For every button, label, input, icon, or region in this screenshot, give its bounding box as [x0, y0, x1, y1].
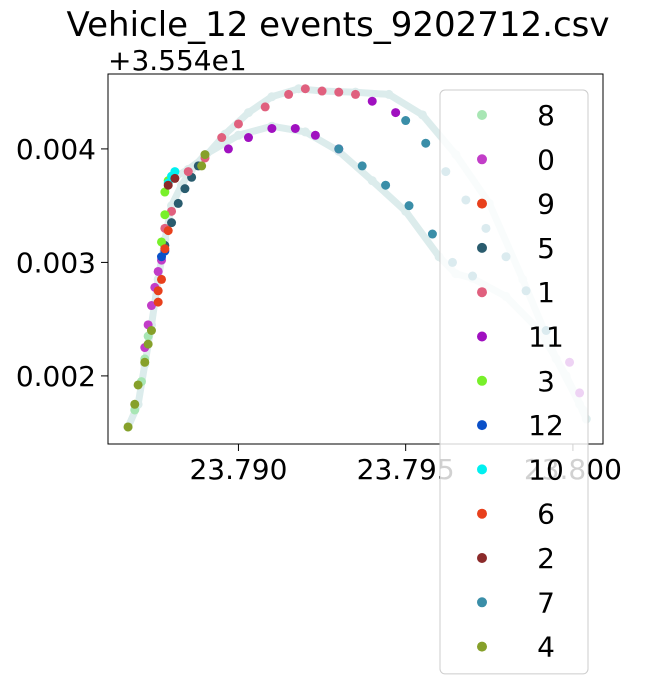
data-point-series-4: [143, 339, 153, 349]
data-point-series-10: [170, 167, 180, 177]
data-point-series-1: [284, 89, 294, 99]
legend-label-2: 2: [537, 542, 555, 575]
data-point-series-2: [163, 180, 173, 190]
data-point-series-4: [123, 422, 133, 432]
track-point: [267, 92, 277, 102]
data-point-series-1: [260, 102, 270, 112]
data-point-series-11: [267, 123, 277, 133]
data-point-series-4: [200, 150, 210, 160]
y-tick-label: 0.003: [16, 246, 96, 279]
data-point-series-11: [391, 108, 401, 118]
data-point-series-1: [317, 86, 327, 96]
track-point: [384, 89, 394, 99]
data-point-series-4: [146, 326, 156, 336]
legend-label-11: 11: [528, 321, 564, 354]
data-point-series-11: [243, 133, 253, 143]
data-point-series-1: [217, 133, 227, 143]
data-point-series-7: [404, 201, 414, 211]
data-point-series-7: [357, 161, 367, 171]
legend-label-0: 0: [537, 143, 555, 176]
legend-marker-4: [477, 641, 487, 652]
legend-label-6: 6: [537, 498, 555, 531]
data-point-series-7: [401, 116, 411, 126]
data-point-series-5: [180, 184, 190, 194]
data-point-series-0: [153, 266, 163, 276]
data-point-series-1: [351, 89, 360, 99]
legend-label-8: 8: [537, 99, 555, 132]
legend-marker-0: [477, 154, 487, 165]
track-point: [233, 130, 243, 140]
track-point: [294, 84, 304, 94]
y-tick-label: 0.004: [16, 133, 96, 166]
legend-label-3: 3: [537, 365, 555, 398]
legend-marker-2: [477, 553, 487, 563]
data-point-series-6: [160, 244, 170, 254]
track-point: [417, 110, 427, 120]
legend-label-1: 1: [537, 276, 555, 309]
chart-title: Vehicle_12 events_9202712.csv: [67, 5, 610, 45]
data-point-series-3: [157, 237, 167, 247]
legend-marker-6: [477, 508, 487, 519]
data-point-series-4: [133, 380, 143, 390]
data-point-series-1: [233, 119, 243, 129]
axes-frame: [107, 73, 604, 445]
data-point-series-3: [160, 187, 170, 197]
data-point-series-1: [167, 206, 177, 216]
legend-marker-10: [477, 464, 487, 475]
data-point-series-5: [173, 198, 183, 208]
data-point-series-7: [334, 144, 344, 154]
data-point-series-11: [223, 144, 233, 154]
legend-label-4: 4: [537, 631, 555, 664]
data-point-series-11: [367, 96, 377, 106]
legend-label-12: 12: [528, 409, 564, 442]
data-point-series-7: [381, 180, 391, 190]
data-point-series-4: [197, 161, 207, 171]
legend-label-5: 5: [537, 232, 555, 265]
data-point-series-11: [310, 130, 320, 140]
legend-marker-11: [477, 331, 487, 342]
legend-marker-3: [477, 375, 487, 386]
track-point: [243, 108, 253, 118]
data-point-series-0: [146, 301, 156, 311]
data-point-series-5: [167, 218, 177, 228]
data-point-series-4: [130, 399, 140, 409]
data-point-series-3: [160, 210, 170, 220]
legend-label-9: 9: [537, 188, 555, 221]
legend-label-10: 10: [528, 453, 564, 486]
data-point-series-6: [163, 226, 173, 236]
y-offset-label: +3.554e1: [108, 44, 247, 77]
data-point-series-2: [170, 173, 180, 183]
data-point-series-11: [290, 123, 300, 133]
legend-marker-8: [477, 110, 487, 120]
legend-box: [439, 89, 589, 675]
legend-marker-9: [477, 198, 487, 209]
y-tick-label: 0.002: [16, 360, 96, 393]
legend-marker-1: [477, 287, 487, 298]
track-point: [300, 127, 310, 137]
legend-label-7: 7: [537, 586, 555, 619]
x-tick-label: 23.795: [357, 453, 455, 486]
data-point-series-7: [427, 229, 437, 239]
data-point-series-1: [183, 167, 193, 177]
data-point-series-9: [153, 286, 163, 296]
legend-marker-12: [477, 420, 487, 431]
legend-marker-5: [477, 242, 487, 253]
data-point-series-9: [153, 297, 163, 307]
data-point-series-1: [334, 87, 344, 97]
data-point-series-9: [157, 274, 167, 284]
legend-marker-7: [477, 597, 487, 608]
data-point-series-1: [300, 84, 310, 94]
track-point: [367, 176, 377, 186]
data-point-series-4: [140, 357, 150, 367]
data-point-series-7: [421, 138, 431, 148]
x-tick-label: 23.790: [189, 453, 287, 486]
